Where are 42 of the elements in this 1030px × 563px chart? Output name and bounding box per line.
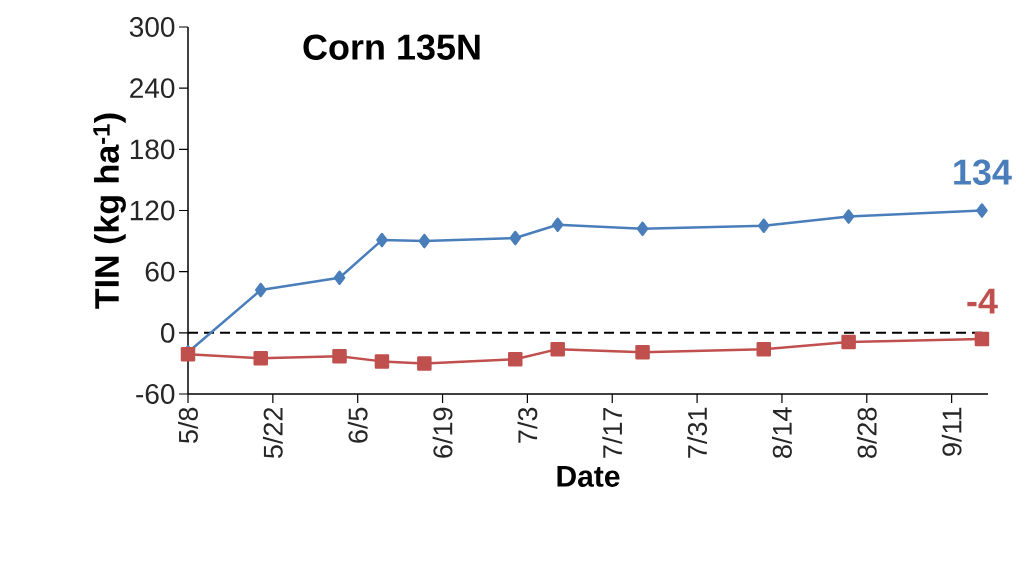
point <box>841 334 856 350</box>
point <box>635 344 650 360</box>
x-tick-label: 8/14 <box>772 407 792 458</box>
point <box>374 354 390 369</box>
annotation: -4 <box>967 288 998 314</box>
y-tick-label: 240 <box>130 78 175 99</box>
point <box>842 209 855 224</box>
point <box>551 217 564 233</box>
point <box>418 233 431 249</box>
point <box>417 356 432 371</box>
x-tick-label: 5/8 <box>178 407 198 443</box>
point <box>253 351 268 366</box>
y-tick-label: 300 <box>129 17 175 37</box>
point <box>636 221 649 237</box>
x-tick-label: 8/28 <box>856 407 877 458</box>
y-tick-label: -60 <box>136 384 175 404</box>
y-axis-title: TIN (kg ha$^{-1}$) <box>93 113 126 309</box>
x-tick-label: 6/5 <box>347 407 368 443</box>
point <box>254 282 267 298</box>
y-tick-label: 60 <box>145 261 175 282</box>
point <box>976 203 988 218</box>
y-tick-label: 0 <box>160 322 175 343</box>
point <box>508 352 523 367</box>
point <box>756 341 772 357</box>
point <box>332 349 347 364</box>
point <box>758 218 770 234</box>
chart-title: Corn 135N <box>303 34 480 60</box>
x-tick-label: 7/31 <box>687 407 708 458</box>
point <box>376 232 388 248</box>
point <box>550 341 565 357</box>
x-tick-label: 5/22 <box>262 407 283 458</box>
y-tick-label: 120 <box>130 200 175 221</box>
x-tick-label: 6/19 <box>432 407 453 458</box>
x-tick-label: 7/3 <box>517 407 538 443</box>
x-tick-label: 7/17 <box>602 407 623 458</box>
point <box>333 270 346 286</box>
point <box>509 230 522 246</box>
y-tick-label: 180 <box>130 139 175 160</box>
x-tick-label: 9/11 <box>941 407 962 456</box>
x-axis-title: Date <box>557 465 620 487</box>
annotation: 134 <box>954 159 1012 185</box>
point <box>974 331 990 347</box>
